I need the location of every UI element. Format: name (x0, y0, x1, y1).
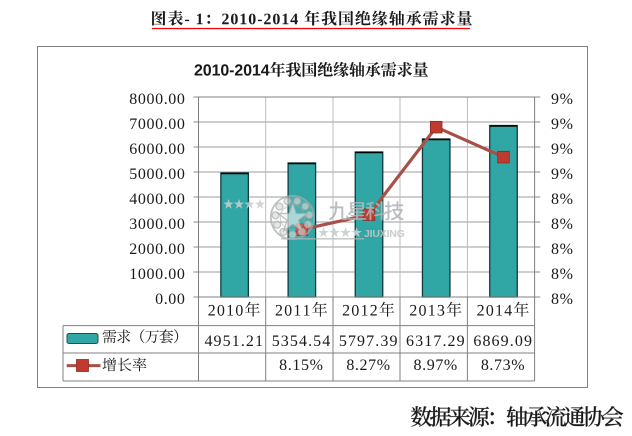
svg-text:JIUXING: JIUXING (364, 228, 405, 240)
svg-text:7000.00: 7000.00 (129, 116, 185, 133)
svg-text:8.15%: 8.15% (279, 357, 323, 374)
svg-text:5000.00: 5000.00 (129, 166, 185, 183)
svg-text:8.73%: 8.73% (481, 357, 525, 374)
svg-text:5797.39: 5797.39 (339, 333, 399, 350)
svg-text:9%: 9% (551, 91, 574, 108)
svg-text:9%: 9% (551, 166, 574, 183)
svg-text:6317.29: 6317.29 (406, 333, 466, 350)
svg-text:9%: 9% (551, 116, 574, 133)
svg-text:2000.00: 2000.00 (129, 241, 185, 258)
svg-text:3000.00: 3000.00 (129, 216, 185, 233)
svg-text:8%: 8% (551, 241, 574, 258)
svg-text:8.27%: 8.27% (346, 357, 390, 374)
svg-text:8000.00: 8000.00 (129, 91, 185, 108)
svg-text:8.97%: 8.97% (414, 357, 458, 374)
svg-text:8%: 8% (551, 291, 574, 308)
svg-text:8%: 8% (551, 266, 574, 283)
svg-text:4000.00: 4000.00 (129, 191, 185, 208)
svg-text:1000.00: 1000.00 (129, 266, 185, 283)
svg-text:8%: 8% (551, 191, 574, 208)
svg-text:6869.09: 6869.09 (473, 333, 533, 350)
svg-text:0.00: 0.00 (155, 291, 185, 308)
svg-text:8%: 8% (551, 216, 574, 233)
svg-text:4951.21: 4951.21 (204, 333, 264, 350)
svg-text:6000.00: 6000.00 (129, 141, 185, 158)
svg-text:9%: 9% (551, 141, 574, 158)
svg-text:5354.54: 5354.54 (272, 333, 332, 350)
